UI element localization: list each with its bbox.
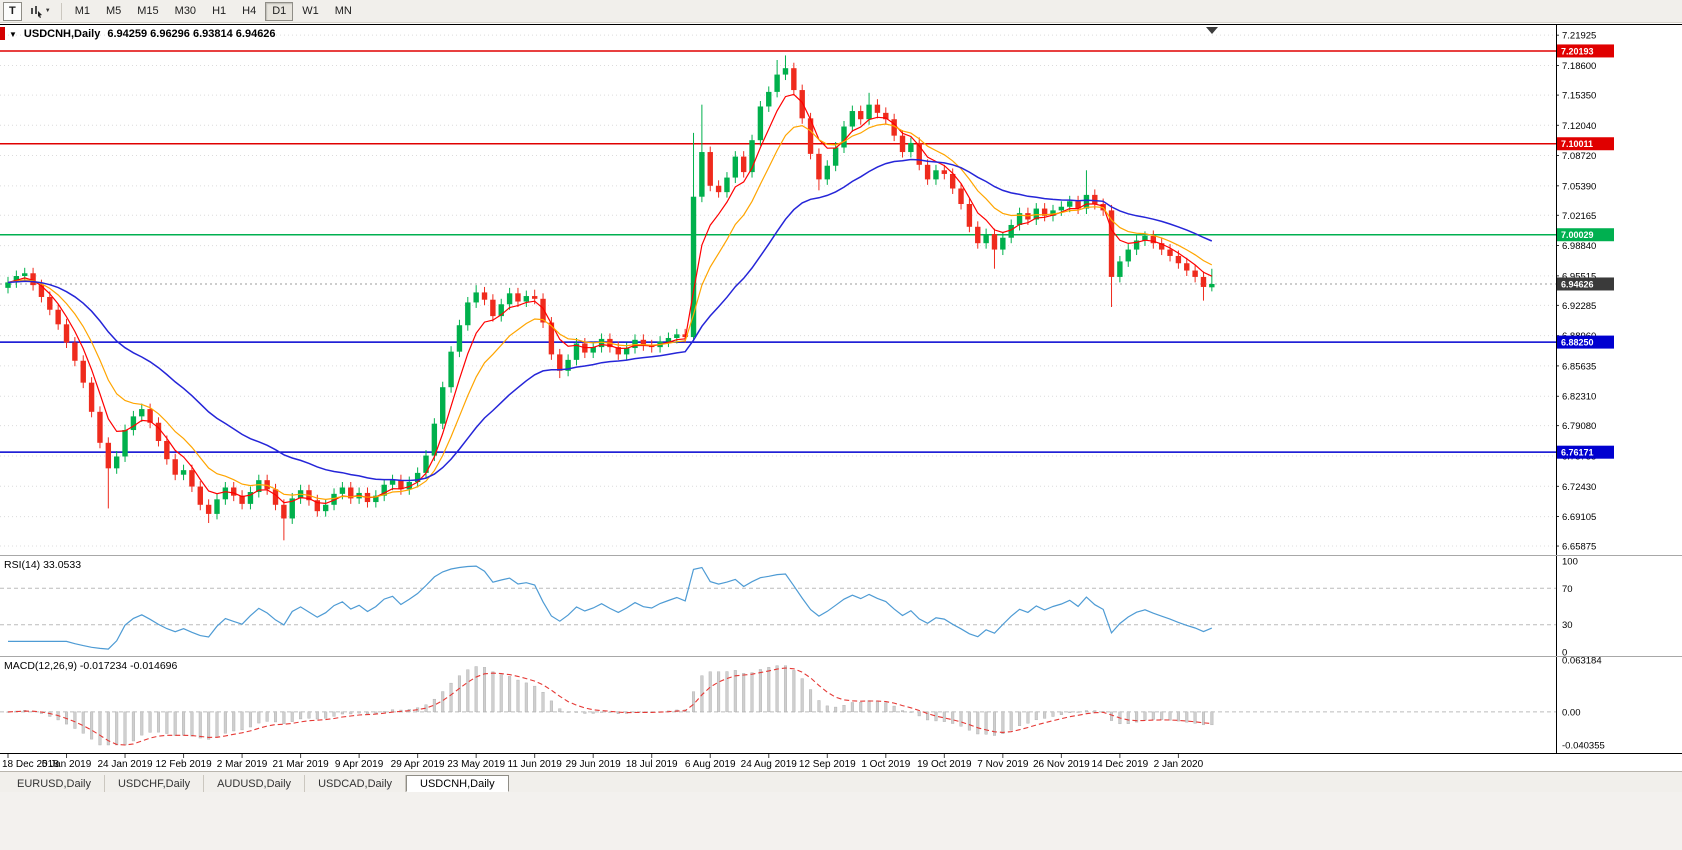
svg-text:18 Jul 2019: 18 Jul 2019 [626,759,678,770]
svg-text:0.00: 0.00 [1562,707,1581,718]
svg-text:23 May 2019: 23 May 2019 [447,759,505,770]
svg-text:0: 0 [1562,648,1567,659]
window-bottom-area [0,792,1682,850]
chart-ohlc-values: 6.94259 6.96296 6.93814 6.94626 [107,28,276,40]
fast-ma-line [7,93,1213,505]
chart-tool-button[interactable]: ▼ [25,1,56,22]
timeframe-button-m15[interactable]: M15 [130,2,165,21]
candles-layer [5,55,1215,541]
timeframe-button-h1[interactable]: H1 [205,2,233,21]
svg-text:12 Feb 2019: 12 Feb 2019 [155,759,212,770]
chart-tabs-bar: EURUSD,Daily USDCHF,Daily AUDUSD,Daily USDC… [0,771,1682,792]
svg-text:1 Oct 2019: 1 Oct 2019 [861,759,910,770]
rsi-pane: RSI(14) 33.0533 [0,559,1556,650]
svg-text:100: 100 [1562,557,1578,568]
svg-text:7.02165: 7.02165 [1562,211,1596,222]
svg-text:9 Apr 2019: 9 Apr 2019 [335,759,384,770]
chart-tab-audusd[interactable]: AUDUSD,Daily [204,775,306,792]
svg-text:12 Sep 2019: 12 Sep 2019 [799,759,856,770]
svg-text:7.05390: 7.05390 [1562,181,1596,192]
macd-signal-line [7,667,1212,746]
top-toolbar: T ▼ M1 M5 M15 M30 H1 H4 D1 W1 MN [0,0,1682,23]
rsi-line [8,565,1213,650]
timeframe-button-h4[interactable]: H4 [235,2,263,21]
svg-text:11 Jun 2019: 11 Jun 2019 [508,759,563,770]
svg-text:26 Nov 2019: 26 Nov 2019 [1033,759,1090,770]
timeframe-button-group: M1 M5 M15 M30 H1 H4 D1 W1 MN [67,1,360,21]
timeframe-button-d1[interactable]: D1 [265,1,294,21]
chart-window[interactable]: RSI(14) 33.0533 MACD(12,26,9) -0.017234 -… [0,23,1682,771]
svg-text:6.92285: 6.92285 [1562,301,1596,312]
chart-title: ▼ USDCNH,Daily 6.94259 6.96296 6.93814 6… [9,27,276,41]
mid-ma-line [7,123,1213,501]
timeframe-button-mn[interactable]: MN [328,2,359,21]
svg-text:14 Dec 2019: 14 Dec 2019 [1092,759,1149,770]
chart-active-marker [0,27,5,40]
svg-text:24 Aug 2019: 24 Aug 2019 [741,759,798,770]
svg-text:7.10011: 7.10011 [1561,139,1593,149]
timeframe-button-m5[interactable]: M5 [99,2,128,21]
svg-text:-0.040355: -0.040355 [1562,741,1605,752]
cursor-chart-icon [30,5,42,18]
svg-text:7.08720: 7.08720 [1562,151,1596,162]
slow-ma-line [7,158,1213,482]
svg-text:7 Nov 2019: 7 Nov 2019 [977,759,1029,770]
chart-tab-eurusd[interactable]: EURUSD,Daily [4,775,105,792]
svg-text:7.18600: 7.18600 [1562,61,1596,72]
svg-text:6.76171: 6.76171 [1561,448,1594,458]
timeframe-button-m1[interactable]: M1 [68,2,97,21]
grid-layer [0,34,1556,547]
svg-text:6.72430: 6.72430 [1562,482,1596,493]
svg-text:7.12040: 7.12040 [1562,121,1596,132]
chart-shift-marker [1206,27,1218,34]
rsi-label: RSI(14) 33.0533 [4,559,81,571]
chart-tab-usdcad[interactable]: USDCAD,Daily [305,775,407,792]
svg-text:5 Jan 2019: 5 Jan 2019 [42,759,92,770]
toolbar-separator [60,2,62,20]
chart-canvas[interactable]: RSI(14) 33.0533 MACD(12,26,9) -0.017234 -… [0,23,1682,771]
templates-button[interactable]: T [3,1,22,21]
svg-text:70: 70 [1562,584,1573,595]
macd-label: MACD(12,26,9) -0.017234 -0.014696 [4,660,178,672]
svg-text:21 Mar 2019: 21 Mar 2019 [273,759,330,770]
svg-text:7.15350: 7.15350 [1562,91,1596,102]
svg-text:18 Dec 2018: 18 Dec 2018 [2,759,59,770]
svg-text:2 Jan 2020: 2 Jan 2020 [1154,759,1204,770]
svg-text:7.20193: 7.20193 [1561,46,1594,56]
moving-averages-layer [7,93,1213,505]
svg-text:6.79080: 6.79080 [1562,421,1596,432]
svg-text:24 Jan 2019: 24 Jan 2019 [98,759,153,770]
svg-text:7.00029: 7.00029 [1561,230,1594,240]
svg-text:2 Mar 2019: 2 Mar 2019 [217,759,268,770]
svg-text:29 Apr 2019: 29 Apr 2019 [391,759,445,770]
svg-text:6 Aug 2019: 6 Aug 2019 [685,759,736,770]
chart-tab-usdchf[interactable]: USDCHF,Daily [105,775,205,792]
svg-text:29 Jun 2019: 29 Jun 2019 [566,759,621,770]
macd-pane: MACD(12,26,9) -0.017234 -0.014696 [0,660,1556,746]
horizontal-lines-layer [0,50,1556,453]
svg-text:6.94626: 6.94626 [1561,279,1594,289]
svg-text:6.69105: 6.69105 [1562,512,1596,523]
timeframe-button-w1[interactable]: W1 [295,2,326,21]
svg-text:7.21925: 7.21925 [1562,31,1596,42]
dropdown-caret-icon: ▼ [44,8,51,14]
timeframe-button-m30[interactable]: M30 [168,2,203,21]
svg-text:0.063184: 0.063184 [1562,656,1602,667]
collapse-chart-icon[interactable]: ▼ [9,29,17,39]
chart-tab-usdcnh[interactable]: USDCNH,Daily [406,775,509,792]
frame-layer [0,24,1682,754]
svg-text:19 Oct 2019: 19 Oct 2019 [917,759,972,770]
svg-text:6.82310: 6.82310 [1562,392,1596,403]
svg-text:6.98840: 6.98840 [1562,241,1596,252]
chart-symbol-label: USDCNH,Daily [23,28,101,40]
price-tags-layer: 7.20193 7.10011 7.00029 6.88250 6.76171 6.946… [1557,44,1614,459]
svg-text:6.65875: 6.65875 [1562,542,1596,553]
svg-text:30: 30 [1562,620,1573,631]
svg-text:6.85635: 6.85635 [1562,361,1596,372]
svg-text:6.95515: 6.95515 [1562,271,1596,282]
svg-text:6.88250: 6.88250 [1561,338,1594,348]
